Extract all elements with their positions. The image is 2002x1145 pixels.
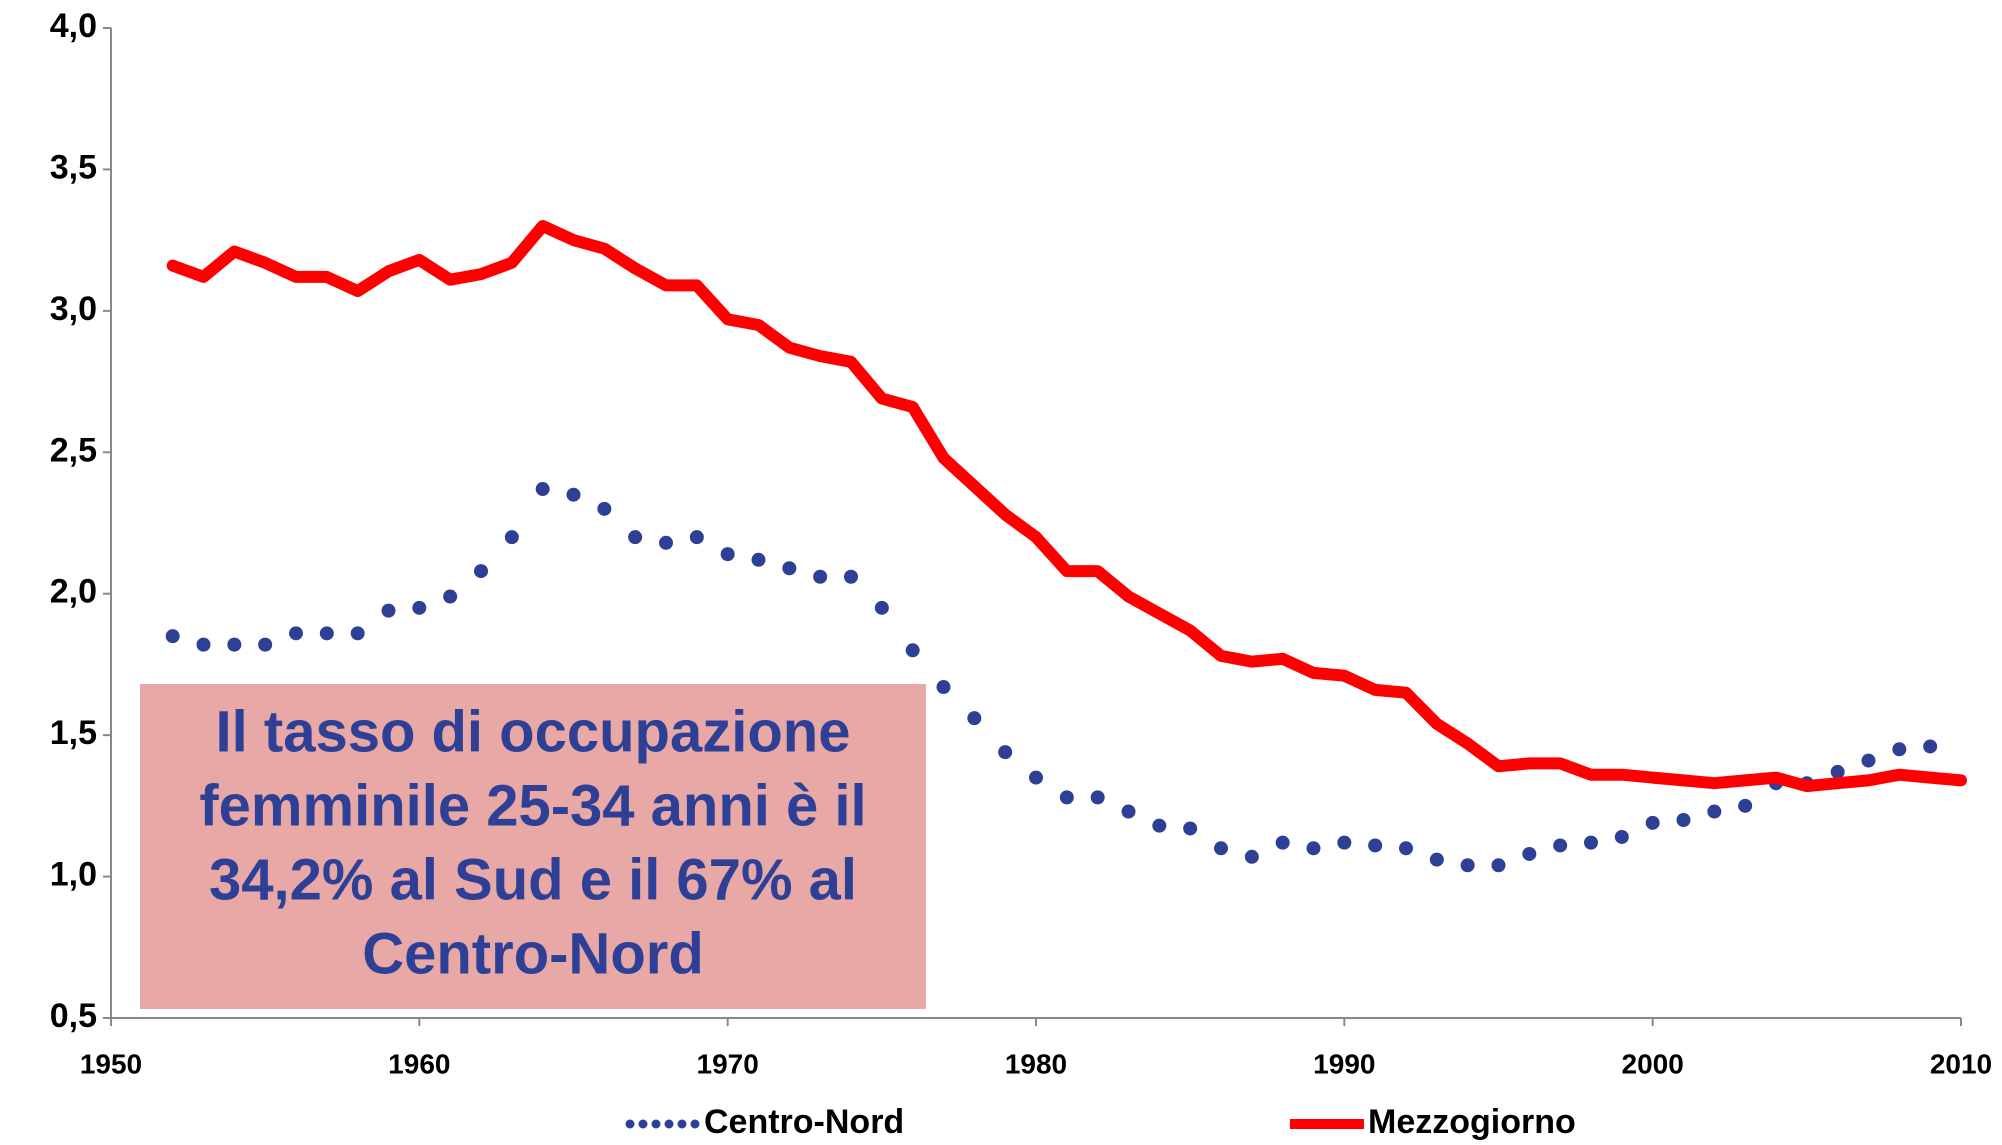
legend-label: Mezzogiorno — [1368, 1103, 1576, 1141]
data-point — [1368, 838, 1383, 853]
data-point — [1275, 835, 1290, 850]
annotation-text: 34,2% al Sud e il 67% al — [209, 847, 857, 912]
data-point — [1337, 835, 1352, 850]
y-tick-label: 1,5 — [50, 714, 97, 752]
legend-marker — [638, 1119, 648, 1129]
data-point — [659, 535, 673, 550]
data-point — [689, 530, 704, 545]
data-point — [1491, 858, 1506, 873]
x-tick-label: 1950 — [80, 1048, 142, 1079]
legend-marker — [690, 1119, 700, 1129]
data-point — [1707, 804, 1722, 819]
data-point — [443, 589, 458, 604]
data-point — [566, 487, 581, 502]
y-tick-label: 2,0 — [50, 573, 97, 611]
data-point — [319, 626, 334, 641]
data-point — [1029, 770, 1043, 785]
legend-marker — [651, 1119, 661, 1129]
data-point — [782, 561, 797, 576]
annotation-box — [140, 684, 926, 1009]
data-point — [1429, 852, 1444, 867]
annotation-text: Centro-Nord — [362, 921, 704, 986]
x-tick-label: 1960 — [388, 1048, 450, 1079]
y-tick-label: 3,5 — [50, 148, 97, 186]
data-point — [474, 564, 488, 579]
data-point — [751, 552, 766, 567]
y-tick-label: 3,0 — [50, 290, 97, 328]
data-point — [1059, 790, 1074, 805]
y-tick-label: 0,5 — [50, 997, 97, 1035]
data-point — [720, 547, 735, 562]
data-point — [967, 711, 982, 726]
data-point — [196, 637, 211, 652]
data-point — [535, 482, 550, 497]
data-point — [1460, 858, 1475, 873]
data-point — [289, 626, 303, 641]
data-point — [165, 629, 180, 644]
data-point — [1214, 841, 1228, 856]
data-point — [350, 626, 365, 641]
data-point — [1830, 764, 1845, 779]
data-point — [412, 600, 427, 615]
legend-marker — [677, 1119, 687, 1129]
legend-label: Centro-Nord — [704, 1103, 904, 1141]
data-point — [844, 569, 858, 584]
data-point — [1121, 804, 1136, 819]
x-tick-label: 1990 — [1313, 1048, 1375, 1079]
data-point — [1306, 841, 1321, 856]
data-point — [1645, 815, 1660, 830]
data-point — [1244, 849, 1259, 864]
data-point — [628, 530, 643, 545]
data-point — [1522, 846, 1537, 861]
data-point — [381, 603, 396, 618]
annotation-text: Il tasso di occupazione — [216, 699, 851, 764]
data-point — [1923, 739, 1938, 754]
data-point — [936, 680, 951, 695]
data-point — [905, 643, 920, 658]
data-point — [874, 600, 889, 615]
data-point — [998, 745, 1013, 760]
data-point — [1090, 790, 1105, 805]
y-tick-label: 2,5 — [50, 431, 97, 469]
data-point — [227, 637, 242, 652]
data-point — [1584, 835, 1598, 850]
data-point — [1614, 829, 1629, 844]
data-point — [1152, 818, 1167, 833]
data-line — [166, 220, 1967, 793]
x-tick-label: 1970 — [697, 1048, 759, 1079]
data-point — [1892, 742, 1907, 757]
annotation-text: femminile 25-34 anni è il — [199, 773, 866, 838]
data-point — [1738, 798, 1753, 813]
x-tick-label: 1980 — [1005, 1048, 1067, 1079]
data-point — [813, 569, 828, 584]
x-tick-label: 2000 — [1622, 1048, 1684, 1079]
data-point — [597, 501, 612, 516]
data-point — [258, 637, 273, 652]
x-tick-label: 2010 — [1930, 1048, 1992, 1079]
legend-marker — [664, 1119, 674, 1129]
data-point — [1553, 838, 1568, 853]
y-tick-label: 1,0 — [50, 856, 97, 894]
data-point — [1676, 813, 1691, 827]
legend-marker — [625, 1119, 635, 1129]
data-point — [504, 530, 519, 545]
data-point — [1399, 841, 1413, 856]
data-point — [1183, 821, 1198, 836]
data-point — [1861, 753, 1876, 768]
y-tick-label: 4,0 — [50, 7, 97, 45]
